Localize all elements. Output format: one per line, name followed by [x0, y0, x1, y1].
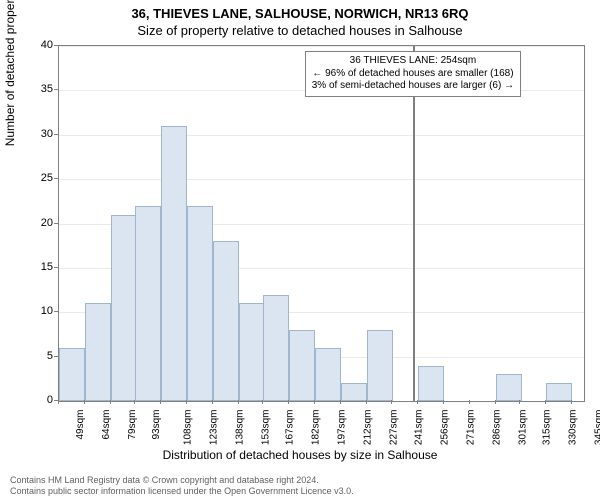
- x-tick-mark: [571, 400, 572, 404]
- annotation-line-2: ← 96% of detached houses are smaller (16…: [312, 68, 514, 81]
- x-tick-mark: [469, 400, 470, 404]
- x-tick-mark: [262, 400, 263, 404]
- histogram-bar: [85, 303, 111, 401]
- x-tick-label: 93sqm: [151, 410, 162, 440]
- x-tick-label: 123sqm: [209, 410, 220, 446]
- x-tick-label: 79sqm: [127, 410, 138, 440]
- annotation-line-3: 3% of semi-detached houses are larger (6…: [312, 80, 514, 93]
- y-tick-mark: [54, 178, 58, 179]
- chart-container: 36, THIEVES LANE, SALHOUSE, NORWICH, NR1…: [0, 0, 600, 500]
- annotation-box: 36 THIEVES LANE: 254sqm ← 96% of detache…: [305, 51, 521, 97]
- x-tick-mark: [238, 400, 239, 404]
- x-tick-label: 301sqm: [517, 410, 528, 446]
- x-tick-label: 345sqm: [593, 410, 600, 446]
- x-tick-mark: [212, 400, 213, 404]
- plot-area: [58, 45, 585, 402]
- x-tick-label: 49sqm: [75, 410, 86, 440]
- x-tick-label: 182sqm: [311, 410, 322, 446]
- histogram-bar: [135, 206, 161, 401]
- histogram-bar: [187, 206, 213, 401]
- x-tick-label: 138sqm: [235, 410, 246, 446]
- x-tick-mark: [58, 400, 59, 404]
- y-tick-mark: [54, 356, 58, 357]
- chart-title-sub: Size of property relative to detached ho…: [0, 21, 600, 38]
- y-tick-label: 0: [23, 394, 53, 406]
- x-tick-label: 286sqm: [491, 410, 502, 446]
- grid-line: [59, 135, 584, 136]
- x-tick-mark: [443, 400, 444, 404]
- x-tick-label: 271sqm: [465, 410, 476, 446]
- y-tick-label: 25: [23, 172, 53, 184]
- x-tick-label: 108sqm: [183, 410, 194, 446]
- histogram-bar: [341, 383, 367, 401]
- x-tick-label: 153sqm: [261, 410, 272, 446]
- histogram-bar: [289, 330, 315, 401]
- y-tick-label: 30: [23, 128, 53, 140]
- y-tick-mark: [54, 267, 58, 268]
- histogram-bar: [213, 241, 239, 401]
- y-tick-mark: [54, 311, 58, 312]
- x-tick-mark: [314, 400, 315, 404]
- footer-attribution: Contains HM Land Registry data © Crown c…: [10, 475, 354, 496]
- x-tick-mark: [417, 400, 418, 404]
- histogram-bar: [496, 374, 522, 401]
- histogram-bar: [546, 383, 572, 401]
- x-tick-mark: [110, 400, 111, 404]
- x-tick-mark: [391, 400, 392, 404]
- y-tick-label: 5: [23, 350, 53, 362]
- x-tick-mark: [366, 400, 367, 404]
- marker-line: [413, 46, 415, 401]
- x-tick-label: 227sqm: [389, 410, 400, 446]
- x-tick-mark: [340, 400, 341, 404]
- histogram-bar: [367, 330, 393, 401]
- y-tick-mark: [54, 223, 58, 224]
- chart-title-main: 36, THIEVES LANE, SALHOUSE, NORWICH, NR1…: [0, 0, 600, 21]
- x-tick-mark: [160, 400, 161, 404]
- x-tick-mark: [84, 400, 85, 404]
- y-tick-label: 10: [23, 305, 53, 317]
- y-tick-label: 20: [23, 217, 53, 229]
- x-axis-label: Distribution of detached houses by size …: [0, 448, 600, 462]
- annotation-line-1: 36 THIEVES LANE: 254sqm: [312, 55, 514, 68]
- histogram-bar: [111, 215, 137, 401]
- x-tick-label: 241sqm: [413, 410, 424, 446]
- histogram-bar: [161, 126, 187, 401]
- histogram-bar: [418, 366, 444, 402]
- x-tick-mark: [134, 400, 135, 404]
- x-tick-label: 256sqm: [439, 410, 450, 446]
- x-tick-label: 197sqm: [337, 410, 348, 446]
- histogram-bar: [59, 348, 85, 401]
- x-tick-mark: [495, 400, 496, 404]
- x-tick-label: 212sqm: [363, 410, 374, 446]
- x-tick-mark: [519, 400, 520, 404]
- y-axis-label: Number of detached properties: [3, 0, 17, 146]
- y-tick-label: 15: [23, 261, 53, 273]
- x-tick-label: 315sqm: [541, 410, 552, 446]
- y-tick-mark: [54, 134, 58, 135]
- x-tick-label: 167sqm: [285, 410, 296, 446]
- footer-line-2: Contains public sector information licen…: [10, 486, 354, 496]
- y-tick-label: 35: [23, 83, 53, 95]
- histogram-bar: [263, 295, 289, 402]
- footer-line-1: Contains HM Land Registry data © Crown c…: [10, 475, 354, 485]
- y-tick-mark: [54, 89, 58, 90]
- x-tick-label: 330sqm: [567, 410, 578, 446]
- y-tick-label: 40: [23, 39, 53, 51]
- x-tick-label: 64sqm: [101, 410, 112, 440]
- histogram-bar: [239, 303, 265, 401]
- x-tick-mark: [288, 400, 289, 404]
- y-tick-mark: [54, 45, 58, 46]
- histogram-bar: [315, 348, 341, 401]
- grid-line: [59, 46, 584, 47]
- x-tick-mark: [545, 400, 546, 404]
- grid-line: [59, 179, 584, 180]
- x-tick-mark: [186, 400, 187, 404]
